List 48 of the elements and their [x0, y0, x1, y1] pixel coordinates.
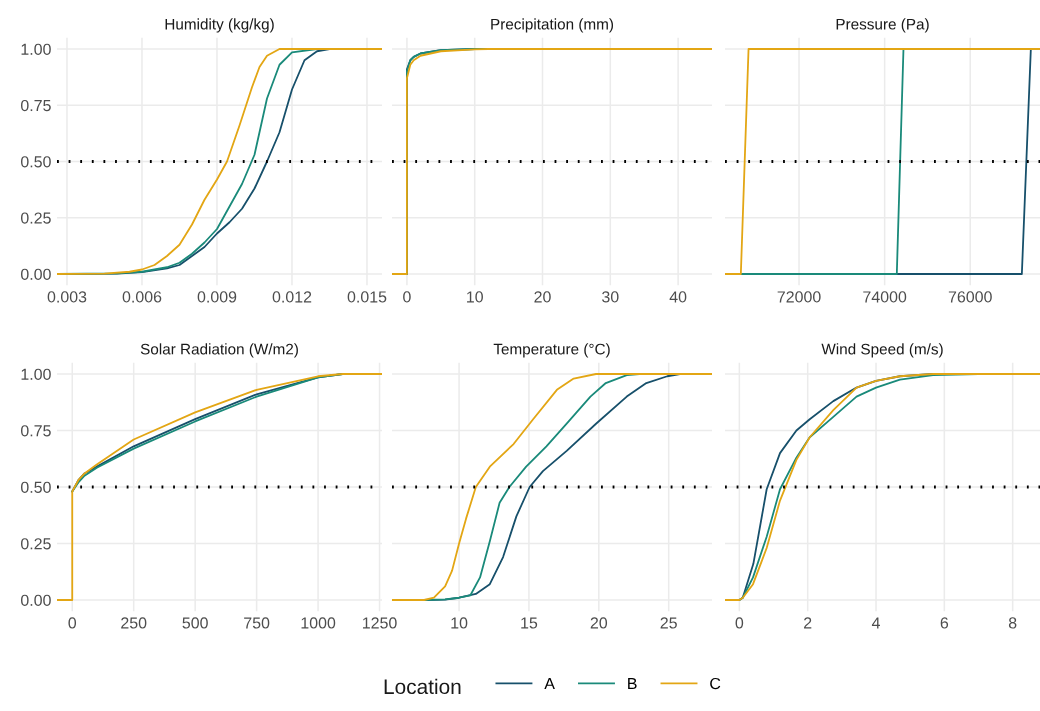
chart-title: Humidity (kg/kg)	[165, 18, 274, 33]
legend-label: C	[710, 677, 721, 690]
x-tick-label: 0.012	[272, 291, 312, 303]
y-tick-label: 0.25	[20, 538, 51, 550]
chart-title: Solar Radiation (W/m2)	[140, 343, 298, 358]
x-tick-label: 2	[804, 617, 812, 629]
x-tick-label: 0.006	[122, 291, 162, 303]
x-tick-label: 20	[534, 291, 551, 303]
x-tick-label: 250	[121, 617, 147, 629]
x-tick-label: 0.015	[347, 291, 387, 303]
x-tick-label: 1000	[301, 617, 336, 629]
y-tick-label: 0.00	[20, 268, 51, 280]
x-tick-label: 40	[669, 291, 687, 303]
x-tick-label: 20	[590, 617, 608, 629]
y-tick-label: 1.00	[21, 368, 51, 380]
x-tick-label: 500	[182, 617, 208, 629]
x-tick-label: 0.003	[47, 291, 87, 303]
x-tick-label: 25	[660, 617, 677, 629]
x-tick-label: 10	[467, 291, 483, 303]
x-tick-label: 15	[521, 617, 538, 629]
x-tick-label: 76000	[948, 291, 992, 303]
y-tick-label: 0.75	[20, 99, 51, 112]
y-tick-label: 0.00	[20, 594, 51, 606]
chart-title: Precipitation (mm)	[491, 18, 614, 33]
y-tick-label: 0.50	[20, 156, 51, 168]
y-tick-label: 1.00	[21, 43, 51, 55]
y-tick-label: 0.25	[20, 212, 51, 224]
chart-title: Pressure (Pa)	[836, 18, 929, 33]
x-tick-label: 0.009	[197, 291, 237, 303]
chart-title: Wind Speed (m/s)	[821, 343, 943, 358]
x-tick-label: 750	[244, 617, 270, 629]
x-tick-label: 6	[940, 617, 949, 629]
x-tick-label: 0	[735, 617, 744, 629]
legend-label: A	[544, 678, 555, 690]
x-tick-label: 74000	[863, 291, 907, 303]
legend-label: B	[628, 678, 637, 690]
x-tick-label: 0	[68, 617, 77, 629]
x-tick-label: 0	[403, 291, 411, 303]
legend-title: Location	[384, 678, 461, 695]
x-tick-label: 1250	[363, 617, 397, 629]
chart-title: Temperature (°C)	[493, 343, 610, 358]
x-tick-label: 4	[871, 617, 880, 629]
x-tick-label: 30	[602, 291, 619, 303]
x-tick-label: 8	[1008, 617, 1017, 629]
y-tick-label: 0.50	[20, 481, 51, 493]
y-tick-label: 0.75	[20, 425, 51, 437]
x-tick-label: 10	[451, 617, 468, 629]
x-tick-label: 72000	[777, 291, 821, 303]
